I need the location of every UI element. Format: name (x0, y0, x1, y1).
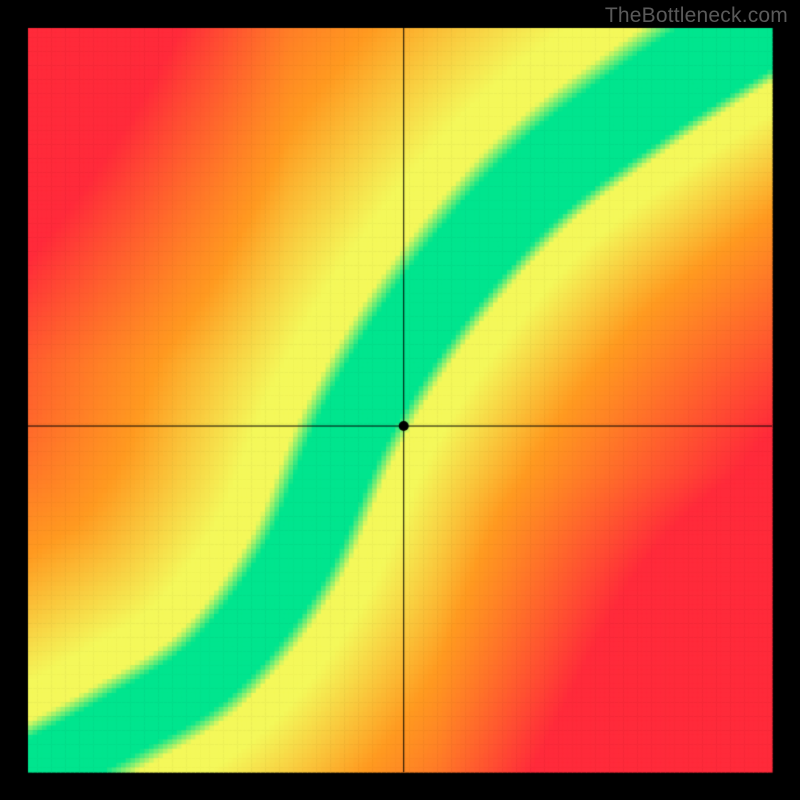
chart-container: TheBottleneck.com (0, 0, 800, 800)
watermark-text: TheBottleneck.com (605, 4, 788, 28)
heatmap-canvas (0, 0, 800, 800)
